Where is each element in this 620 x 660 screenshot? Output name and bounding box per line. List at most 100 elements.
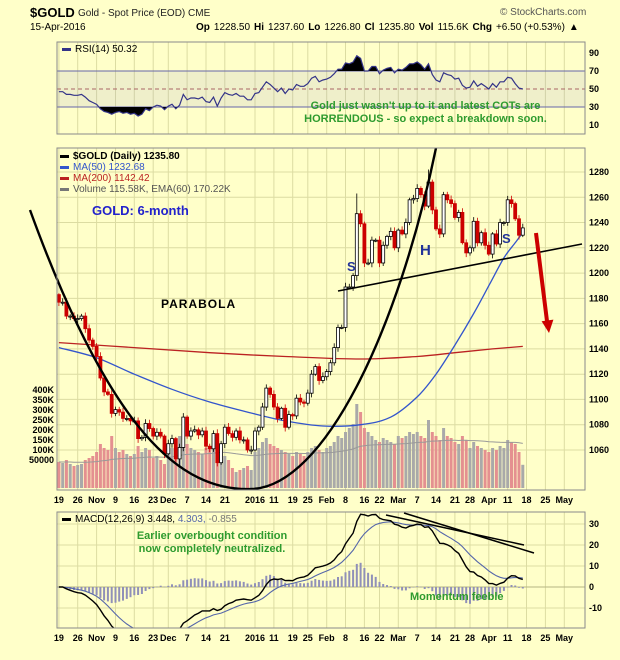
svg-text:90: 90 [589, 48, 599, 58]
svg-text:28: 28 [465, 495, 475, 505]
rsi-annotation-line1: Gold just wasn't up to it and latest COT… [310, 100, 541, 112]
macd-signal-value: 4.303, [177, 514, 206, 525]
svg-text:16: 16 [359, 633, 369, 643]
svg-text:21: 21 [450, 633, 460, 643]
svg-text:May: May [555, 633, 573, 643]
macd-legend: MACD(12,26,9) 3.448, 4.303, -0.855 [62, 514, 237, 525]
macd-trendline-1 [385, 514, 525, 546]
breakdown-arrow [534, 232, 549, 322]
svg-text:26: 26 [73, 633, 83, 643]
chart-date: 15-Apr-2016 [30, 22, 86, 33]
ma200-label: MA(200) 1142.42 [73, 173, 150, 184]
panel-border [56, 147, 586, 491]
price-series-label: $GOLD (Daily) 1235.80 [73, 151, 180, 162]
svg-text:21: 21 [450, 495, 460, 505]
svg-text:8: 8 [343, 495, 348, 505]
volume-label: Vol [418, 22, 434, 33]
svg-text:22: 22 [374, 633, 384, 643]
svg-text:20: 20 [589, 540, 599, 550]
svg-text:1160: 1160 [589, 319, 609, 329]
svg-text:1220: 1220 [589, 243, 609, 253]
left-shoulder-annotation: S [347, 259, 356, 274]
svg-text:250K: 250K [32, 415, 54, 425]
svg-text:Feb: Feb [319, 633, 336, 643]
svg-text:25: 25 [540, 633, 550, 643]
svg-text:50: 50 [589, 84, 599, 94]
change-label: Chg [472, 22, 492, 33]
timeframe-annotation: GOLD: 6-month [92, 203, 189, 218]
svg-text:8: 8 [343, 633, 348, 643]
svg-text:21: 21 [220, 495, 230, 505]
rsi-line-swatch-icon [62, 47, 71, 51]
svg-text:23: 23 [148, 633, 158, 643]
panel-border [56, 41, 586, 135]
svg-text:Mar: Mar [390, 633, 407, 643]
svg-text:Apr: Apr [481, 633, 497, 643]
svg-text:9: 9 [113, 633, 118, 643]
svg-text:1060: 1060 [589, 445, 609, 455]
high-value: 1237.60 [268, 22, 305, 33]
svg-text:Dec: Dec [160, 633, 177, 643]
svg-text:11: 11 [269, 633, 279, 643]
svg-text:May: May [555, 495, 573, 505]
rsi-oversold-fill [58, 107, 523, 116]
low-value: 1226.80 [324, 22, 361, 33]
panel-border [56, 511, 586, 629]
svg-text:300K: 300K [32, 405, 54, 415]
change-up-arrow-icon: ▲ [568, 22, 579, 33]
rsi-annotation: Gold just wasn't up to it and latest COT… [258, 100, 593, 126]
macd-name: MACD(12,26,9) [75, 514, 145, 525]
svg-text:28: 28 [465, 633, 475, 643]
parabola-curve [28, 147, 438, 491]
ma200-swatch-icon [60, 176, 69, 180]
quote-bar: Op 1228.50 Hi 1237.60 Lo 1226.80 Cl 1235… [196, 22, 579, 33]
svg-text:19: 19 [288, 633, 298, 643]
svg-text:10: 10 [589, 120, 599, 130]
parabola-annotation: PARABOLA [161, 297, 237, 311]
macd-hist-value: -0.855 [208, 514, 237, 525]
volume-ema-line [58, 439, 523, 463]
svg-text:2016: 2016 [245, 633, 265, 643]
svg-text:14: 14 [431, 633, 441, 643]
volume-bars [57, 404, 525, 488]
svg-text:2016: 2016 [245, 495, 265, 505]
svg-text:23: 23 [148, 495, 158, 505]
copyright-text: © StockCharts.com [500, 7, 587, 18]
macd-trendline-2 [403, 512, 535, 554]
svg-text:100K: 100K [32, 445, 54, 455]
high-label: Hi [254, 22, 265, 33]
low-label: Lo [308, 22, 321, 33]
rsi-line [58, 54, 523, 117]
svg-text:9: 9 [113, 495, 118, 505]
svg-text:350K: 350K [32, 395, 54, 405]
svg-text:10: 10 [589, 561, 599, 571]
macd-line-swatch-icon [62, 517, 71, 521]
svg-text:14: 14 [431, 495, 441, 505]
svg-text:25: 25 [303, 495, 313, 505]
rsi-annotation-line2: HORRENDOUS - so expect a breakdown soon. [304, 113, 547, 125]
svg-text:11: 11 [503, 495, 513, 505]
svg-text:50000: 50000 [29, 455, 54, 465]
svg-text:Dec: Dec [160, 495, 177, 505]
svg-text:Feb: Feb [319, 495, 336, 505]
macd-annotation-line1: Earlier overbought condition [136, 530, 288, 542]
svg-text:1140: 1140 [589, 344, 609, 354]
svg-text:21: 21 [220, 633, 230, 643]
change-value: +6.50 (+0.53%) [495, 22, 565, 33]
svg-text:25: 25 [540, 495, 550, 505]
price-series-swatch-icon [60, 154, 69, 158]
svg-text:0: 0 [589, 582, 594, 592]
symbol-title: $GOLD [30, 5, 75, 20]
svg-text:16: 16 [129, 633, 139, 643]
svg-text:14: 14 [201, 495, 211, 505]
svg-text:1240: 1240 [589, 218, 609, 228]
svg-text:30: 30 [589, 102, 599, 112]
svg-text:1280: 1280 [589, 167, 609, 177]
volume-value: 115.6K [437, 22, 469, 33]
macd-value: 3.448, [147, 514, 176, 525]
breakdown-arrow-head [541, 319, 554, 333]
macd-plot [57, 513, 524, 628]
svg-text:1080: 1080 [589, 420, 609, 430]
ma50-swatch-icon [60, 165, 69, 169]
